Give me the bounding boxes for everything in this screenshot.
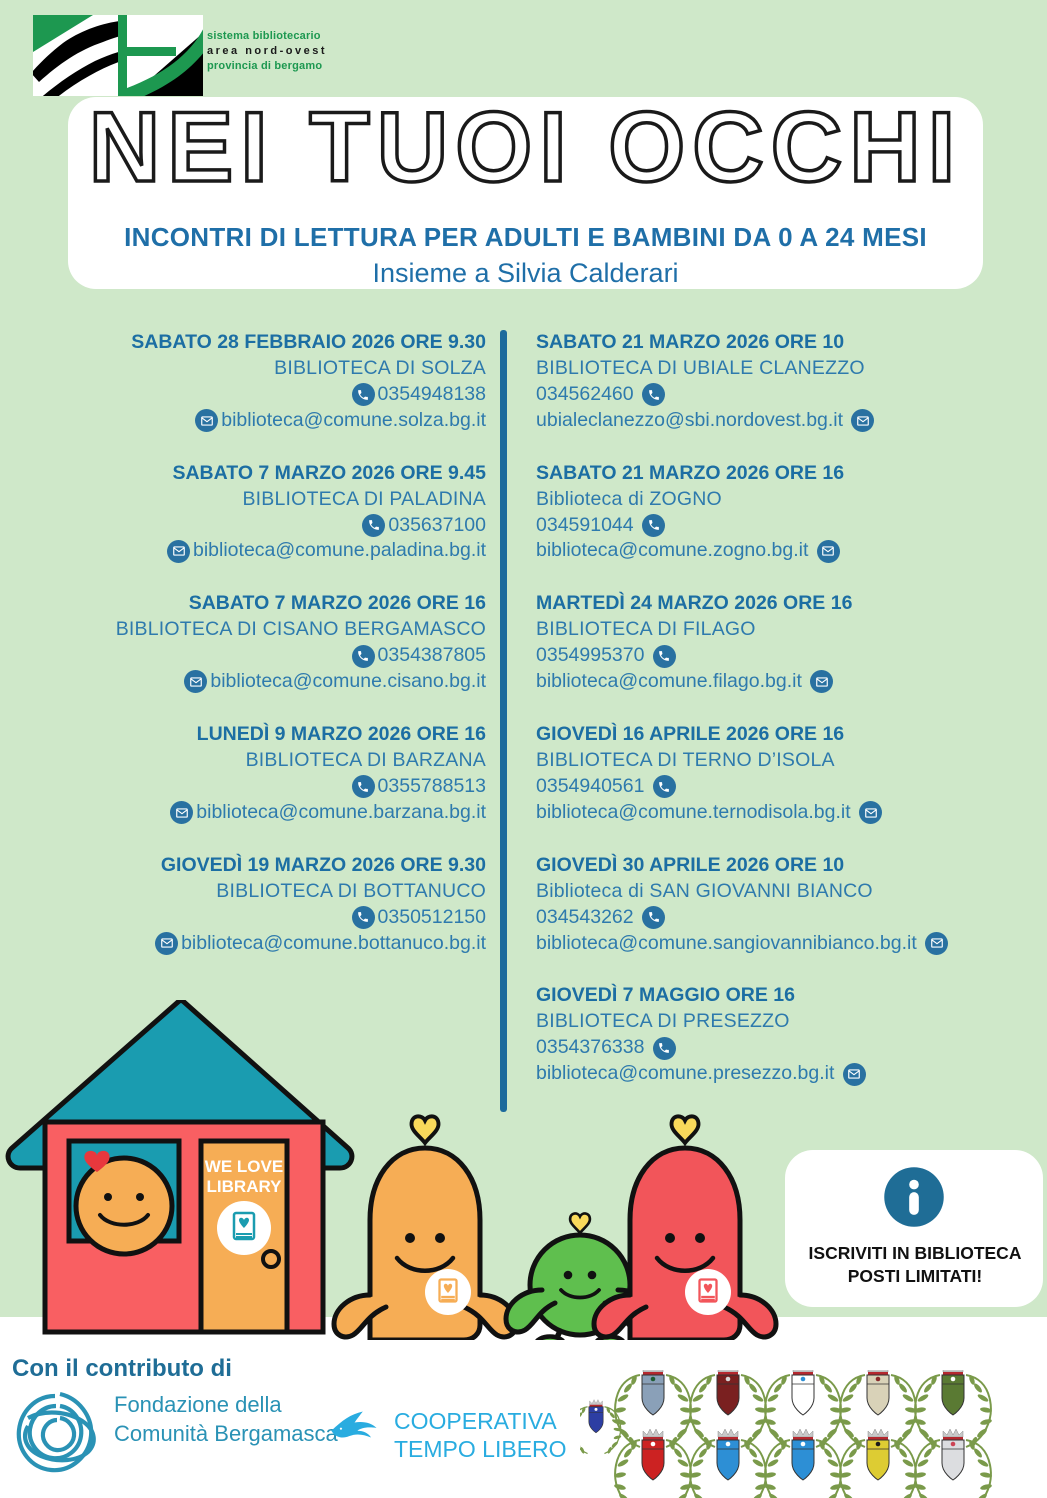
svg-text:LIBRARY: LIBRARY — [207, 1177, 283, 1196]
svg-text:WE LOVE: WE LOVE — [205, 1157, 283, 1176]
